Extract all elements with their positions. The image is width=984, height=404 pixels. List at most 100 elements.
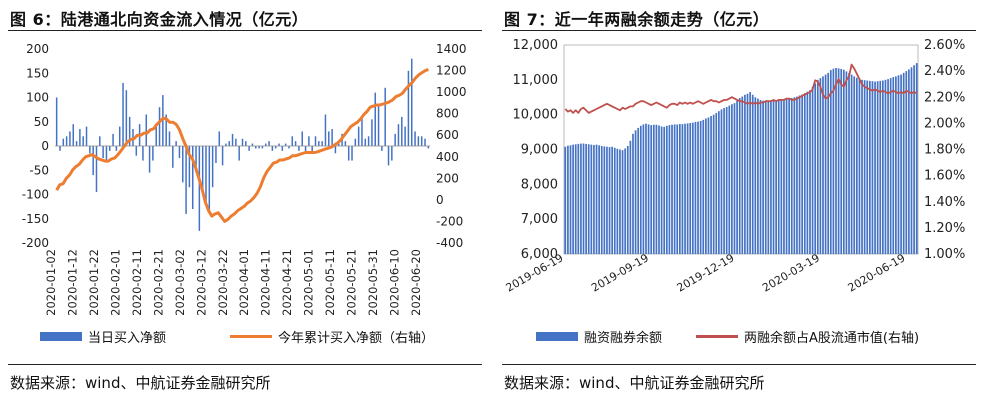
bar bbox=[205, 146, 207, 205]
bar bbox=[731, 104, 733, 254]
right-chart-title: 图 7：近一年两融余额走势（亿元） bbox=[504, 10, 770, 29]
bar bbox=[665, 125, 668, 255]
bar bbox=[394, 133, 396, 146]
bar bbox=[652, 124, 655, 254]
bar bbox=[655, 124, 658, 254]
bar bbox=[863, 80, 866, 254]
series-line bbox=[564, 63, 918, 114]
y-left-tick-label: -100 bbox=[22, 188, 49, 202]
bar bbox=[569, 145, 572, 254]
bar bbox=[191, 146, 194, 210]
bar bbox=[606, 146, 608, 254]
bar bbox=[89, 146, 91, 154]
y-right-tick-label: 2.00% bbox=[924, 116, 965, 131]
legend-swatch-bar bbox=[536, 332, 578, 341]
bar bbox=[736, 100, 738, 254]
bar bbox=[806, 91, 809, 254]
y-left-tick-label: 8,000 bbox=[521, 177, 558, 192]
bar bbox=[770, 101, 772, 254]
bar bbox=[145, 114, 148, 146]
bar bbox=[75, 141, 78, 146]
bar bbox=[897, 75, 900, 255]
y-right-tick-label: 0 bbox=[436, 193, 444, 207]
y-right-tick-label: 1000 bbox=[436, 85, 467, 99]
bar bbox=[803, 93, 806, 254]
bar bbox=[699, 120, 702, 254]
bar bbox=[218, 131, 221, 146]
bar bbox=[858, 78, 861, 254]
bar bbox=[135, 146, 138, 156]
bar bbox=[645, 123, 647, 255]
bar bbox=[364, 138, 367, 146]
bar bbox=[678, 124, 681, 255]
bar bbox=[304, 146, 307, 154]
bar bbox=[377, 104, 380, 146]
bar bbox=[876, 81, 879, 254]
bar bbox=[866, 80, 869, 254]
y-right-tick-label: 600 bbox=[436, 128, 459, 142]
bar bbox=[567, 145, 569, 254]
bar bbox=[238, 146, 240, 161]
right-chart-svg: 6,000 7,000 8,000 9,000 10,000 11,000 12,000 1.… bbox=[504, 38, 966, 346]
bar bbox=[835, 67, 837, 254]
bar bbox=[595, 144, 598, 254]
bar bbox=[746, 93, 749, 254]
bar bbox=[749, 92, 751, 255]
bar bbox=[892, 77, 895, 254]
bar bbox=[371, 119, 373, 146]
bar bbox=[910, 67, 913, 254]
bar bbox=[384, 87, 386, 146]
bar bbox=[574, 144, 577, 254]
bar bbox=[718, 111, 720, 254]
bar bbox=[301, 131, 303, 146]
bar bbox=[600, 146, 603, 254]
y-right-tick-label: 1.20% bbox=[924, 221, 965, 236]
bar bbox=[848, 72, 850, 254]
bar bbox=[208, 146, 211, 214]
x-tick-label: 2020-04-21 bbox=[280, 249, 294, 316]
bar bbox=[642, 124, 645, 254]
bar bbox=[850, 74, 853, 254]
bar bbox=[294, 141, 297, 146]
bar bbox=[629, 140, 632, 254]
bar bbox=[681, 124, 684, 255]
left-chart-title: 图 6：陆港通北向资金流入情况（亿元） bbox=[10, 10, 309, 29]
bar bbox=[587, 144, 590, 254]
bar bbox=[258, 146, 260, 149]
bar bbox=[211, 146, 214, 188]
bar bbox=[165, 114, 167, 146]
bar bbox=[195, 146, 197, 171]
bar bbox=[840, 69, 843, 254]
y-right-tick-label: 200 bbox=[436, 171, 459, 185]
bar bbox=[887, 79, 889, 255]
bar bbox=[777, 100, 780, 254]
bar bbox=[268, 141, 270, 146]
bar bbox=[837, 68, 840, 254]
y-right-tick-label: 1.00% bbox=[924, 247, 965, 262]
bar bbox=[109, 146, 111, 151]
bar bbox=[298, 146, 300, 151]
bar bbox=[235, 138, 237, 146]
bar bbox=[723, 108, 725, 254]
bar bbox=[671, 124, 673, 254]
bar bbox=[308, 136, 310, 146]
y-right-tick-label: 1200 bbox=[436, 64, 467, 78]
bar bbox=[686, 123, 689, 254]
bar bbox=[796, 96, 798, 254]
bar bbox=[361, 116, 363, 146]
bar bbox=[626, 146, 629, 254]
bar bbox=[658, 125, 660, 254]
bar bbox=[334, 146, 337, 154]
bar bbox=[790, 97, 793, 255]
x-tick-label: 2020-04-11 bbox=[259, 249, 273, 316]
bar bbox=[424, 138, 426, 146]
bar bbox=[221, 146, 224, 166]
bar bbox=[757, 98, 759, 254]
bar bbox=[158, 107, 161, 146]
left-title-rule bbox=[8, 30, 482, 31]
bar bbox=[663, 126, 666, 254]
bar bbox=[603, 146, 606, 254]
bar bbox=[580, 143, 582, 254]
bar bbox=[148, 146, 151, 173]
bar bbox=[582, 143, 585, 254]
